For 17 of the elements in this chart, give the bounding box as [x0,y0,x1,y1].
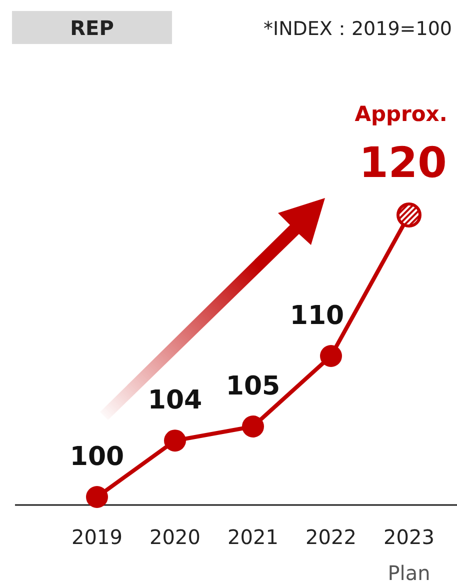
point [242,416,264,438]
data-label: 110 [290,301,344,331]
data-label: 120 [359,138,447,187]
x-tick-label: 2022 [306,525,356,549]
text: *INDEX：2019=100 [263,18,452,40]
text: Approx. [354,102,448,126]
data-label: 100 [70,442,124,472]
x-tick-label: 2021 [228,525,278,549]
point [164,430,186,452]
x-tick-label: 2020 [150,525,200,549]
x-tick-label: 2019 [72,525,122,549]
data-label: 105 [226,372,280,402]
data-label: 104 [148,386,202,416]
chart-title: REP [70,16,114,40]
point [86,486,108,508]
x-tick-label: 2023 Plan [384,525,434,584]
point [320,345,342,367]
